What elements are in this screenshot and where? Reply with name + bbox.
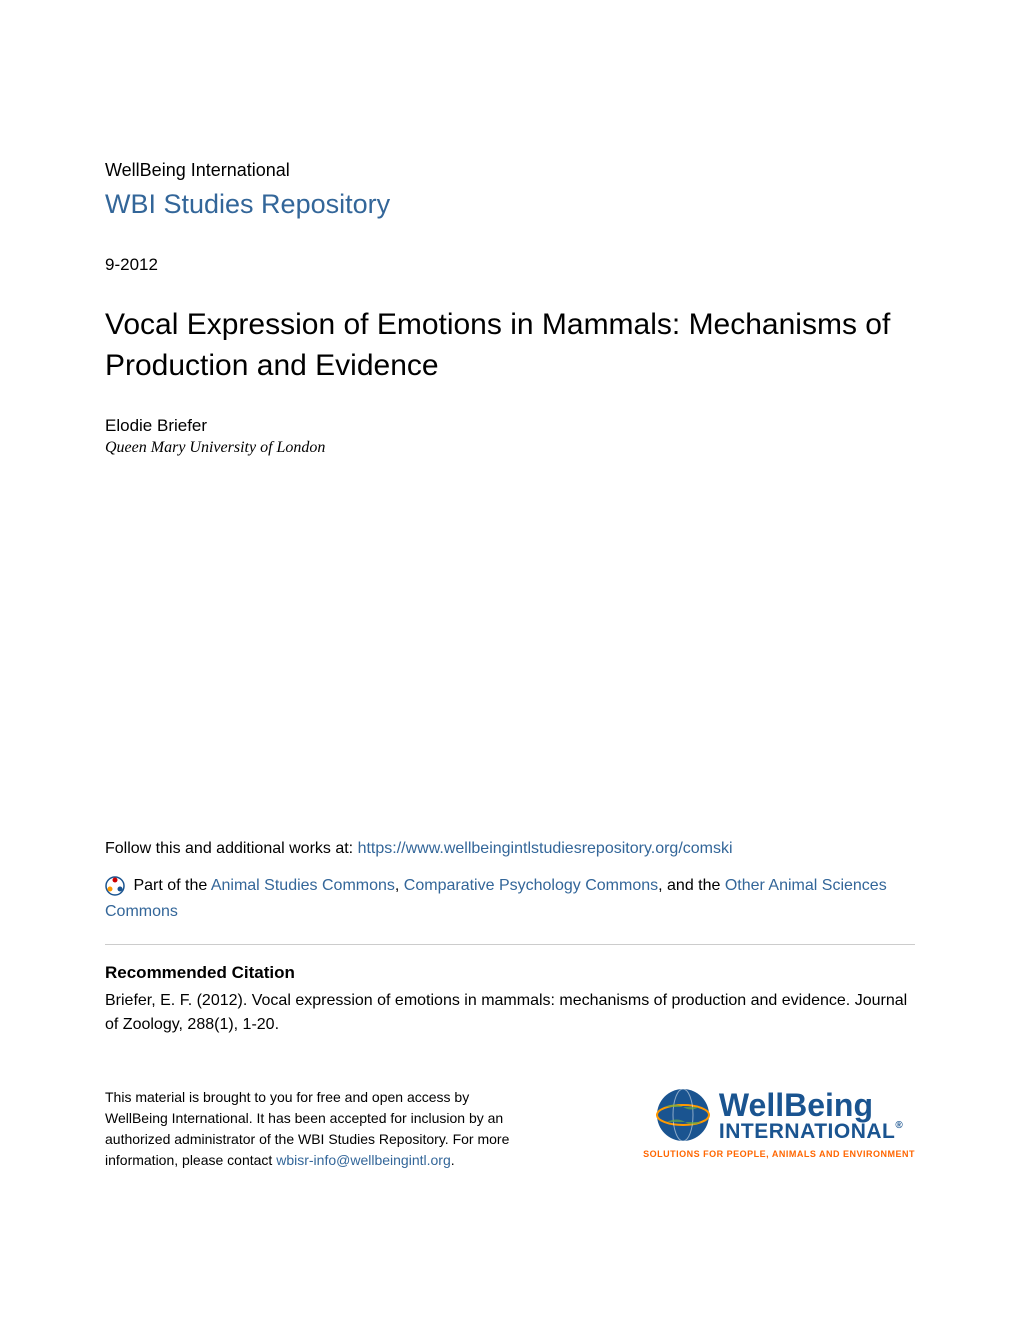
repository-title[interactable]: WBI Studies Repository: [105, 189, 915, 220]
publication-date: 9-2012: [105, 255, 915, 275]
follow-section: Follow this and additional works at: htt…: [105, 837, 915, 861]
commons-sep-2: , and the: [658, 877, 725, 894]
divider: [105, 944, 915, 945]
logo-tagline: SOLUTIONS FOR PEOPLE, ANIMALS AND ENVIRO…: [643, 1149, 915, 1159]
network-icon: [105, 876, 125, 896]
commons-link-2[interactable]: Comparative Psychology Commons: [404, 877, 658, 894]
logo-name-top: WellBeing: [719, 1089, 903, 1121]
commons-section: Part of the Animal Studies Commons, Comp…: [105, 873, 915, 924]
commons-sep-1: ,: [395, 877, 404, 894]
spacer: [105, 457, 915, 837]
globe-icon: [655, 1087, 711, 1143]
institution-name: WellBeing International: [105, 160, 915, 181]
citation-section: Recommended Citation Briefer, E. F. (201…: [105, 963, 915, 1037]
commons-link-1[interactable]: Animal Studies Commons: [211, 877, 395, 894]
follow-link[interactable]: https://www.wellbeingintlstudiesreposito…: [358, 840, 733, 857]
footer-section: This material is brought to you for free…: [105, 1087, 915, 1171]
commons-prefix: Part of the: [129, 877, 211, 894]
paper-title: Vocal Expression of Emotions in Mammals:…: [105, 305, 915, 386]
repository-title-link[interactable]: WBI Studies Repository: [105, 189, 390, 219]
author-affiliation: Queen Mary University of London: [105, 439, 915, 457]
header-section: WellBeing International WBI Studies Repo…: [105, 160, 915, 275]
author-name: Elodie Briefer: [105, 416, 915, 436]
logo-text: WellBeing INTERNATIONAL®: [719, 1089, 903, 1142]
citation-heading: Recommended Citation: [105, 963, 915, 983]
footer-text: This material is brought to you for free…: [105, 1087, 525, 1171]
author-section: Elodie Briefer Queen Mary University of …: [105, 416, 915, 457]
logo-container: WellBeing INTERNATIONAL® SOLUTIONS FOR P…: [643, 1087, 915, 1159]
citation-text: Briefer, E. F. (2012). Vocal expression …: [105, 989, 915, 1037]
registered-mark: ®: [895, 1120, 903, 1131]
logo-name-bottom: INTERNATIONAL®: [719, 1121, 903, 1142]
follow-prefix: Follow this and additional works at:: [105, 840, 358, 857]
logo-main: WellBeing INTERNATIONAL®: [655, 1087, 903, 1143]
contact-email-link[interactable]: wbisr-info@wellbeingintl.org: [276, 1152, 451, 1168]
footer-text-part-2: .: [451, 1152, 455, 1168]
